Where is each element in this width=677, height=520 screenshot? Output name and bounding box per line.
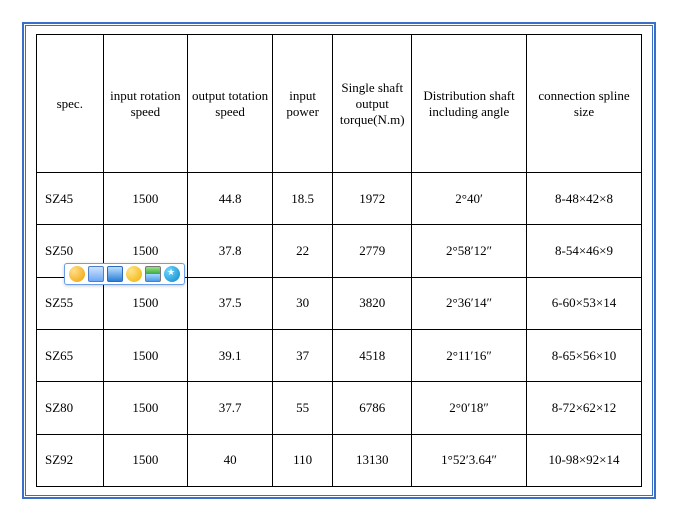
cell: 8-54×46×9 <box>527 225 642 277</box>
cell: 2779 <box>333 225 412 277</box>
table-row: SZ45150044.818.519722°40′8-48×42×8 <box>37 173 642 225</box>
cell: 40 <box>188 434 273 486</box>
hdr-input-power: input power <box>272 35 333 173</box>
cell: 6-60×53×14 <box>527 277 642 329</box>
cell: 3820 <box>333 277 412 329</box>
cell: 10-98×92×14 <box>527 434 642 486</box>
table-body: SZ45150044.818.519722°40′8-48×42×8SZ5015… <box>37 173 642 487</box>
wink-icon[interactable] <box>126 266 142 282</box>
cell: 1500 <box>103 382 188 434</box>
header-row: spec. input rotation speed output totati… <box>37 35 642 173</box>
monitor-icon[interactable] <box>107 266 123 282</box>
table-row: SZ65150039.13745182°11′16″8-65×56×10 <box>37 329 642 381</box>
hdr-spline: connection spline size <box>527 35 642 173</box>
spec-table: spec. input rotation speed output totati… <box>36 34 642 487</box>
cell: 1500 <box>103 434 188 486</box>
star-icon[interactable] <box>164 266 180 282</box>
cell: 37.8 <box>188 225 273 277</box>
cell: 2°58′12″ <box>412 225 527 277</box>
cell: 13130 <box>333 434 412 486</box>
cell: 2°0′18″ <box>412 382 527 434</box>
cell: 39.1 <box>188 329 273 381</box>
cell: SZ45 <box>37 173 104 225</box>
outer-frame: spec. input rotation speed output totati… <box>22 22 656 499</box>
cell: 8-48×42×8 <box>527 173 642 225</box>
hdr-torque: Single shaft output torque(N.m) <box>333 35 412 173</box>
cell: 2°11′16″ <box>412 329 527 381</box>
hdr-input-rotation: input rotation speed <box>103 35 188 173</box>
cell: 37.5 <box>188 277 273 329</box>
cell: 18.5 <box>272 173 333 225</box>
table-row: SZ92150040110131301°52′3.64″10-98×92×14 <box>37 434 642 486</box>
smiley-icon[interactable] <box>69 266 85 282</box>
cell: 1500 <box>103 173 188 225</box>
cell: 8-65×56×10 <box>527 329 642 381</box>
table-row: SZ80150037.75567862°0′18″8-72×62×12 <box>37 382 642 434</box>
cell: 110 <box>272 434 333 486</box>
cell: 30 <box>272 277 333 329</box>
cell: 4518 <box>333 329 412 381</box>
picture-icon[interactable] <box>145 266 161 282</box>
cell: 2°36′14″ <box>412 277 527 329</box>
document-icon[interactable] <box>88 266 104 282</box>
floating-toolbar[interactable] <box>64 263 185 285</box>
cell: 2°40′ <box>412 173 527 225</box>
cell: SZ65 <box>37 329 104 381</box>
cell: SZ92 <box>37 434 104 486</box>
cell: 1°52′3.64″ <box>412 434 527 486</box>
hdr-spec: spec. <box>37 35 104 173</box>
cell: 37 <box>272 329 333 381</box>
cell: 6786 <box>333 382 412 434</box>
cell: 1972 <box>333 173 412 225</box>
inner-frame: spec. input rotation speed output totati… <box>25 25 653 496</box>
table-row: SZ55150037.53038202°36′14″6-60×53×14 <box>37 277 642 329</box>
cell: SZ80 <box>37 382 104 434</box>
cell: 22 <box>272 225 333 277</box>
cell: SZ55 <box>37 277 104 329</box>
cell: 55 <box>272 382 333 434</box>
cell: 1500 <box>103 277 188 329</box>
cell: 44.8 <box>188 173 273 225</box>
cell: 1500 <box>103 329 188 381</box>
cell: 37.7 <box>188 382 273 434</box>
cell: 8-72×62×12 <box>527 382 642 434</box>
hdr-angle: Distribution shaft including angle <box>412 35 527 173</box>
hdr-output-rotation: output totation speed <box>188 35 273 173</box>
